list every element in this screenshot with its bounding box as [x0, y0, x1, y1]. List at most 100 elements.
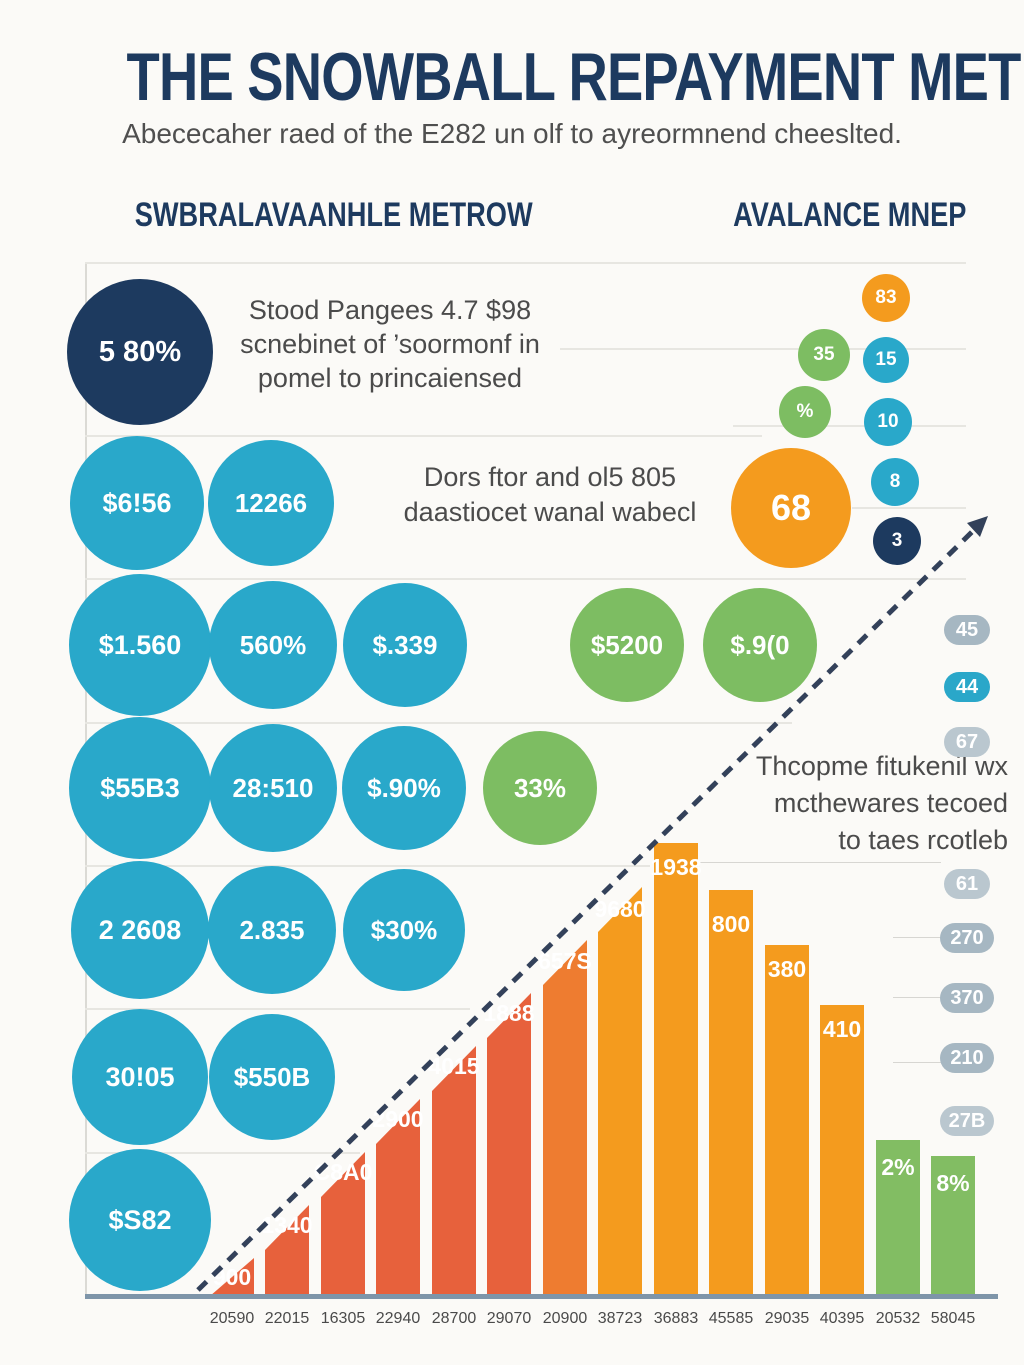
left-section-header: SWBRALAVAANHLE METROW — [134, 196, 533, 234]
badge-connector-line — [893, 937, 941, 938]
chart-bar — [765, 945, 809, 1296]
stat-bubble: % — [779, 386, 831, 438]
page-title: THE SNOWBALL REPAYMENT METHOD — [126, 39, 1024, 115]
chart-bar — [432, 1046, 476, 1296]
x-axis-label: 22940 — [375, 1310, 421, 1327]
info-text-right: Thcopme fitukenil wx mcthewares tecoed t… — [690, 748, 1008, 859]
chart-bar — [820, 1005, 864, 1296]
stat-bubble-label: 10 — [877, 411, 899, 432]
x-axis-label: 38723 — [597, 1310, 643, 1327]
chart-bar — [487, 993, 531, 1296]
stat-bubble-label: 12266 — [234, 487, 308, 518]
side-badge-label: 45 — [955, 618, 979, 641]
bar-value-label: 380 — [767, 956, 807, 982]
bar-value-label: 410 — [822, 1016, 862, 1042]
side-badge: 61 — [944, 869, 990, 899]
x-axis-label: 36883 — [653, 1310, 699, 1327]
stat-bubble: 83 — [862, 274, 910, 322]
stat-bubble: $.90% — [342, 726, 466, 850]
stat-bubble-label: $55B3 — [100, 772, 180, 803]
stat-bubble-label: 2 2608 — [98, 914, 182, 945]
stat-bubble-label: $S82 — [108, 1204, 172, 1235]
stat-bubble: 12266 — [208, 440, 334, 566]
info-text-line: daastiocet wanal wabecl — [403, 497, 697, 527]
side-badge-label: 270 — [950, 926, 984, 949]
stat-bubble: 30!05 — [72, 1009, 208, 1145]
bar-value-label: 1938 — [650, 854, 702, 880]
stat-bubble-label: $5200 — [590, 629, 664, 660]
separator-line — [85, 865, 650, 867]
page-subtitle: Abececaher raed of the E282 un olf to ay… — [122, 118, 902, 149]
chart-bar — [709, 890, 753, 1296]
stat-bubble: $550B — [209, 1014, 335, 1140]
stat-bubble-label: $.90% — [367, 772, 441, 803]
stat-bubble: $.339 — [343, 583, 467, 707]
stat-bubble: 8 — [871, 458, 919, 506]
side-badge-label: 27B — [948, 1109, 986, 1132]
separator-line — [733, 425, 966, 427]
badge-connector-line — [893, 997, 941, 998]
side-badge: 210 — [940, 1043, 994, 1073]
stat-bubble-label: $6!56 — [102, 487, 172, 518]
stat-bubble: $1.560 — [69, 574, 211, 716]
stat-bubble-label: 560% — [239, 629, 307, 660]
stat-bubble-label: 15 — [875, 349, 897, 370]
chart-bar — [654, 843, 698, 1296]
x-axis-label: 45585 — [708, 1310, 754, 1327]
side-badge-label: 61 — [955, 872, 979, 895]
x-axis-label: 22015 — [264, 1310, 310, 1327]
stat-bubble: $55B3 — [69, 717, 211, 859]
stat-bubble-label: 28:510 — [232, 772, 314, 803]
side-badge: 44 — [944, 672, 990, 702]
stat-bubble-label: 35 — [813, 344, 835, 365]
info-text-line: Dors ftor and ol5 805 — [423, 462, 677, 492]
stat-bubble-label: 8 — [889, 471, 901, 492]
stat-bubble: 28:510 — [209, 724, 337, 852]
info-text-line: scnebinet of ’soormonf in — [240, 329, 540, 359]
stat-bubble-label: $.9(0 — [730, 629, 790, 660]
stat-bubble-label: 33% — [513, 772, 567, 803]
side-badge: 27B — [940, 1106, 994, 1136]
bar-value-label: 900 — [212, 1264, 252, 1290]
side-badge: 45 — [944, 615, 990, 645]
side-badge: 370 — [940, 983, 994, 1013]
side-badge: 270 — [940, 923, 994, 953]
separator-line — [560, 348, 966, 350]
stat-bubble-label: 30!05 — [105, 1061, 175, 1092]
stat-bubble: 68 — [731, 448, 851, 568]
separator-line — [85, 722, 792, 724]
side-badge-label: 210 — [950, 1046, 984, 1069]
separator-line — [852, 507, 966, 509]
bar-value-label: 1888 — [483, 1000, 535, 1026]
stat-bubble-label: 3 — [891, 530, 903, 551]
chart-bar — [543, 940, 587, 1296]
side-badge-label: 67 — [955, 730, 979, 753]
stat-bubble-label: $30% — [370, 914, 438, 945]
x-axis-label: 29035 — [764, 1310, 810, 1327]
info-text-line: pomel to princaiensed — [257, 363, 523, 393]
right-section-header: AVALANCE MNEP — [733, 196, 967, 234]
stat-bubble-label: 2.835 — [239, 914, 305, 945]
side-badge-label: 44 — [955, 675, 979, 698]
stat-bubble: 3 — [873, 517, 921, 565]
x-axis-label: 20900 — [542, 1310, 588, 1327]
chart-bar — [598, 887, 642, 1296]
stat-bubble: 2 2608 — [71, 861, 209, 999]
stat-bubble: $.9(0 — [703, 588, 817, 702]
stat-bubble: $5200 — [570, 588, 684, 702]
x-axis-label: 20532 — [875, 1310, 921, 1327]
x-axis-label: 29070 — [486, 1310, 532, 1327]
bar-value-label: 1340 — [261, 1212, 313, 1238]
x-axis-label: 28700 — [431, 1310, 477, 1327]
stat-bubble: 10 — [864, 398, 912, 446]
separator-line — [85, 435, 762, 437]
stat-bubble-label: 68 — [770, 487, 812, 528]
x-axis-baseline — [85, 1294, 998, 1299]
bar-value-label: 2900 — [372, 1106, 424, 1132]
badge-connector-line — [893, 1062, 941, 1063]
side-badge: 67 — [944, 727, 990, 757]
side-badge-label: 370 — [950, 986, 984, 1009]
stat-bubble: 5 80% — [67, 279, 213, 425]
stat-bubble-label: 5 80% — [98, 335, 182, 368]
